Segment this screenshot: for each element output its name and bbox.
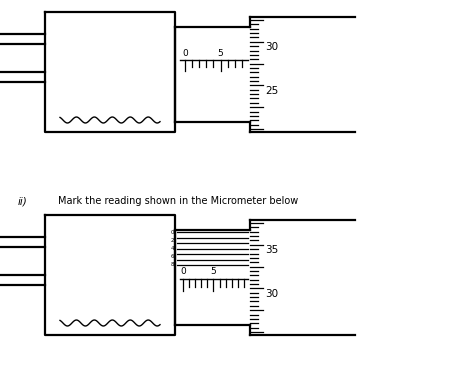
Text: 5: 5 xyxy=(218,49,224,58)
Text: 35: 35 xyxy=(265,245,278,255)
Text: Mark the reading shown in the Micrometer below: Mark the reading shown in the Micrometer… xyxy=(58,196,298,206)
Text: 0: 0 xyxy=(171,229,174,234)
Text: 0: 0 xyxy=(180,267,186,277)
Text: ii): ii) xyxy=(18,196,28,206)
Text: 4: 4 xyxy=(171,246,174,251)
Text: 30: 30 xyxy=(265,289,278,299)
Text: 2: 2 xyxy=(171,238,174,243)
Text: 25: 25 xyxy=(265,86,278,96)
Text: 0: 0 xyxy=(182,49,188,58)
Text: 5: 5 xyxy=(210,267,216,277)
Text: 6: 6 xyxy=(171,254,174,259)
Text: 30: 30 xyxy=(265,42,278,52)
Text: 8: 8 xyxy=(171,263,174,267)
